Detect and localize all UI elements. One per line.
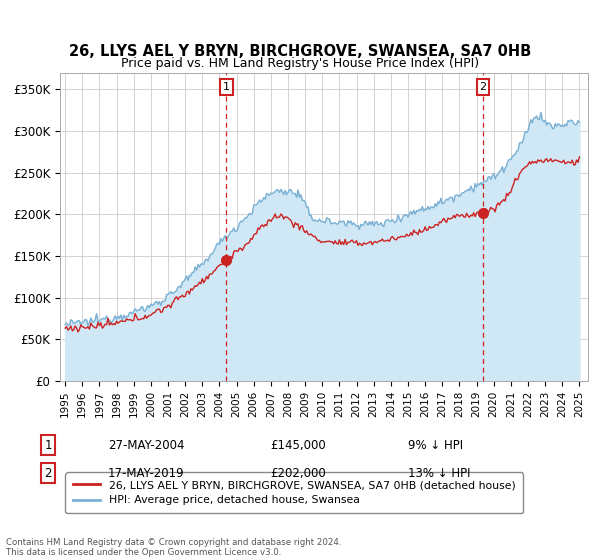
- Text: 2: 2: [479, 82, 487, 92]
- Text: Contains HM Land Registry data © Crown copyright and database right 2024.
This d: Contains HM Land Registry data © Crown c…: [6, 538, 341, 557]
- Text: £202,000: £202,000: [270, 466, 326, 480]
- Text: Price paid vs. HM Land Registry's House Price Index (HPI): Price paid vs. HM Land Registry's House …: [121, 57, 479, 70]
- Text: 1: 1: [223, 82, 230, 92]
- Text: 9% ↓ HPI: 9% ↓ HPI: [408, 438, 463, 452]
- Legend: 26, LLYS AEL Y BRYN, BIRCHGROVE, SWANSEA, SA7 0HB (detached house), HPI: Average: 26, LLYS AEL Y BRYN, BIRCHGROVE, SWANSEA…: [65, 473, 523, 513]
- Text: 13% ↓ HPI: 13% ↓ HPI: [408, 466, 470, 480]
- Text: 1: 1: [44, 438, 52, 452]
- Text: £145,000: £145,000: [270, 438, 326, 452]
- Text: 2: 2: [44, 466, 52, 480]
- Text: 26, LLYS AEL Y BRYN, BIRCHGROVE, SWANSEA, SA7 0HB: 26, LLYS AEL Y BRYN, BIRCHGROVE, SWANSEA…: [69, 44, 531, 59]
- Text: 17-MAY-2019: 17-MAY-2019: [108, 466, 185, 480]
- Text: 27-MAY-2004: 27-MAY-2004: [108, 438, 185, 452]
